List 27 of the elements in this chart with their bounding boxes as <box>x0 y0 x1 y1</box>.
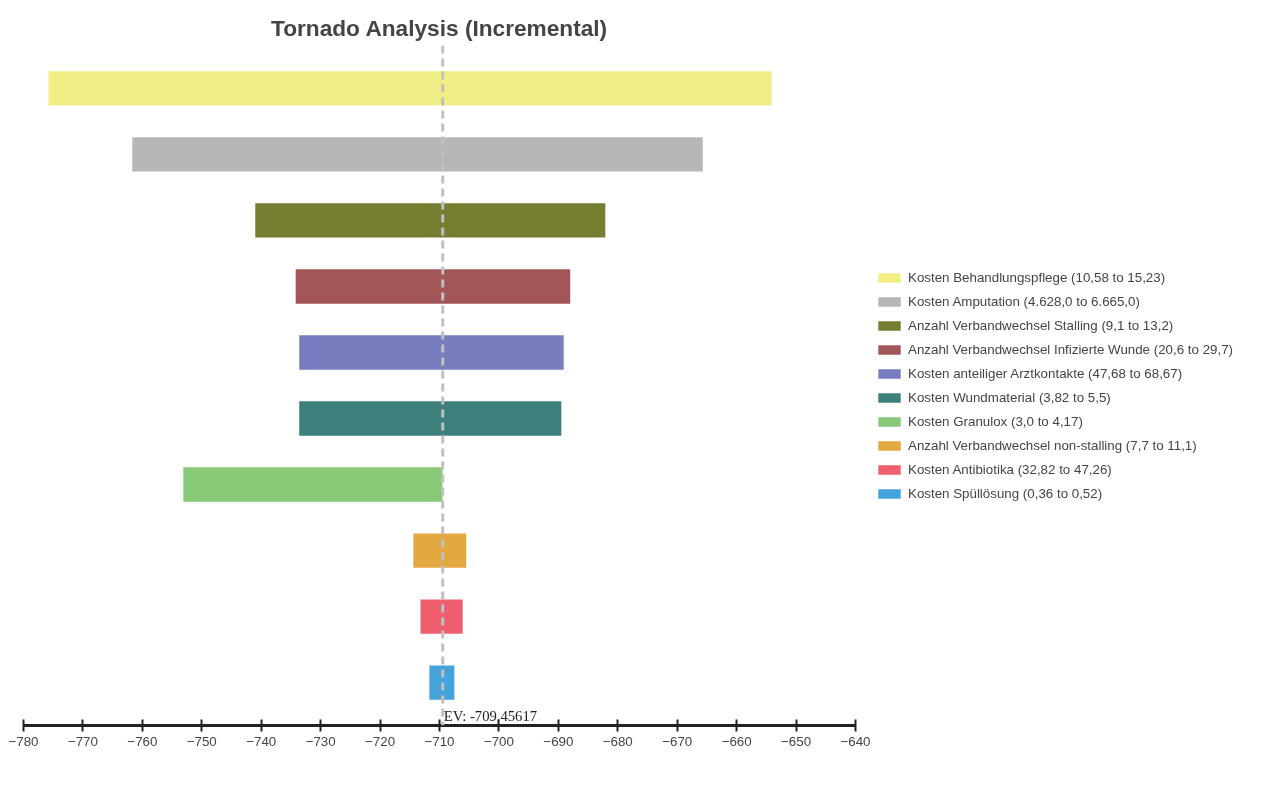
x-tick-label: −770 <box>67 733 98 749</box>
x-tick-label: −670 <box>662 733 693 749</box>
x-tick-label: −780 <box>8 733 39 749</box>
legend-label: Kosten Amputation (4.628,0 to 6.665,0) <box>908 293 1140 309</box>
x-tick-label: −750 <box>186 733 217 749</box>
x-tick-label: −740 <box>246 733 277 749</box>
legend-label: Kosten Granulox (3,0 to 4,17) <box>908 413 1083 429</box>
x-tick-label: −660 <box>721 733 752 749</box>
legend-label: Kosten anteiliger Arztkontakte (47,68 to 68,67) <box>908 365 1183 381</box>
x-tick-label: −710 <box>424 733 455 749</box>
legend-label: Kosten Wundmaterial (3,82 to 5,5) <box>908 389 1111 405</box>
x-tick-label: −730 <box>305 733 336 749</box>
x-tick-label: −760 <box>127 733 158 749</box>
legend-label: Kosten Behandlungspflege (10,58 to 15,23) <box>908 269 1166 285</box>
ref-line-label: EV: -709.45617 <box>443 707 538 724</box>
legend-label: Anzahl Verbandwechsel non-stalling (7,7 to 11,1) <box>908 437 1197 453</box>
x-tick-label: −650 <box>781 733 812 749</box>
legend-label: Kosten Spüllösung (0,36 to 0,52) <box>908 485 1103 501</box>
legend-label: Anzahl Verbandwechsel Stalling (9,1 to 13,2) <box>908 317 1174 333</box>
x-tick-label: −690 <box>543 733 574 749</box>
x-tick-label: −640 <box>840 733 871 749</box>
x-tick-label: −680 <box>602 733 633 749</box>
legend-label: Kosten Antibiotika (32,82 to 47,26) <box>908 461 1112 477</box>
chart-title: Tornado Analysis (Incremental) <box>271 14 608 41</box>
x-tick-label: −700 <box>483 733 514 749</box>
legend-label: Anzahl Verbandwechsel Infizierte Wunde (20,6 to 29,7) <box>908 341 1234 357</box>
x-tick-label: −720 <box>365 733 396 749</box>
